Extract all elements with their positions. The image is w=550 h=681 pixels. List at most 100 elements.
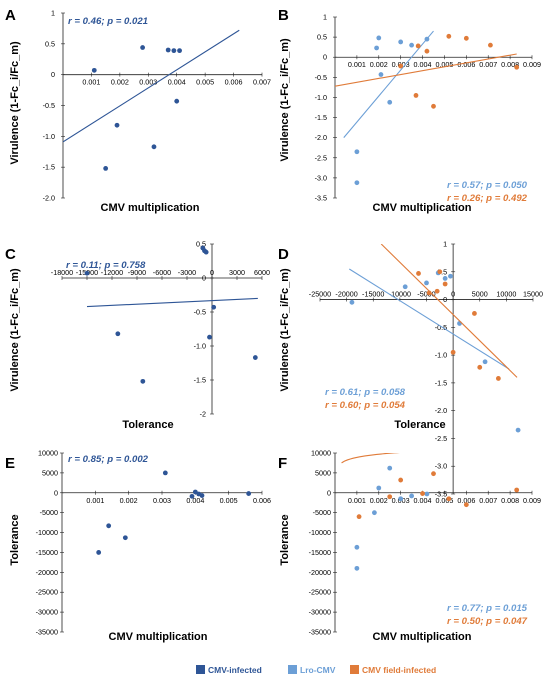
y-tick-label: -25000 bbox=[309, 588, 331, 597]
y-tick-label: -10000 bbox=[36, 528, 58, 537]
series-cmv-infected bbox=[63, 29, 240, 171]
data-point bbox=[434, 288, 440, 294]
data-point bbox=[103, 166, 109, 171]
y-tick-label: -3.5 bbox=[435, 490, 447, 499]
data-point bbox=[354, 180, 360, 186]
x-axis-title: Tolerance bbox=[394, 419, 445, 431]
y-tick-label: -2.5 bbox=[315, 153, 327, 162]
panel-letter: B bbox=[278, 7, 289, 24]
x-tick-label: 0.007 bbox=[479, 496, 497, 505]
series-lro-cmv bbox=[343, 30, 434, 186]
x-tick-label: -12000 bbox=[101, 268, 123, 277]
x-tick-label: 5000 bbox=[472, 290, 488, 299]
y-tick-label: -2.0 bbox=[43, 194, 55, 203]
data-point bbox=[514, 64, 520, 70]
y-tick-label: -15000 bbox=[309, 548, 331, 557]
x-tick-label: 0.004 bbox=[414, 496, 432, 505]
panel-a: A 0.001 0.002 0.003 0.004 0.005 0.006 0.007 -2.0… bbox=[5, 7, 271, 214]
y-tick-label: 0.5 bbox=[196, 240, 206, 249]
data-point bbox=[514, 487, 520, 493]
legend: CMV-infected Lro-CMV CMV field-infected bbox=[196, 665, 436, 675]
data-point bbox=[416, 271, 421, 276]
y-tick-label: -1.5 bbox=[435, 378, 447, 387]
data-point bbox=[450, 349, 456, 355]
data-point bbox=[495, 376, 501, 381]
y-tick-label: -15000 bbox=[36, 548, 58, 557]
y-tick-label: 1 bbox=[323, 13, 327, 22]
y-tick-label: -1.0 bbox=[315, 93, 327, 102]
data-point bbox=[378, 72, 384, 77]
data-point bbox=[189, 493, 195, 499]
y-tick-label: -20000 bbox=[309, 568, 331, 577]
y-tick-label: -3.5 bbox=[315, 194, 327, 203]
stat-label: r = 0.26; p = 0.492 bbox=[447, 193, 528, 204]
y-tick-label: 0 bbox=[327, 488, 331, 497]
x-tick-label: 0 bbox=[451, 290, 455, 299]
x-tick-label: 0.003 bbox=[153, 496, 171, 505]
panel-letter: C bbox=[5, 246, 16, 263]
stat-label: r = 0.77; p = 0.015 bbox=[447, 603, 528, 614]
data-point bbox=[115, 331, 121, 337]
x-tick-label: 0.006 bbox=[253, 496, 271, 505]
panel-letter: E bbox=[5, 455, 15, 472]
y-tick-label: -1.0 bbox=[43, 132, 55, 141]
x-tick-label: -3000 bbox=[178, 268, 196, 277]
legend-swatch bbox=[350, 665, 359, 674]
x-tick-label: 0.008 bbox=[501, 496, 519, 505]
x-tick-label: 6000 bbox=[254, 268, 270, 277]
x-tick-label: -9000 bbox=[128, 268, 146, 277]
data-point bbox=[515, 427, 521, 433]
x-tick-label: 3000 bbox=[229, 268, 245, 277]
y-tick-label: 10000 bbox=[311, 449, 331, 458]
data-point bbox=[431, 471, 436, 477]
data-point bbox=[203, 249, 209, 255]
data-point bbox=[426, 290, 432, 296]
y-axis-title: Tolerance bbox=[279, 514, 291, 565]
x-axis-title: CMV multiplication bbox=[101, 202, 200, 214]
x-tick-label: 0.005 bbox=[220, 496, 238, 505]
y-axis-title: Virulence (1-Fc_i/Fc_m) bbox=[279, 38, 291, 162]
x-tick-label: -18000 bbox=[51, 268, 73, 277]
series-cmv-infected bbox=[96, 470, 252, 555]
data-point bbox=[488, 42, 493, 48]
stat-label: r = 0.11; p = 0.758 bbox=[66, 260, 146, 271]
y-tick-label: 1 bbox=[443, 240, 447, 249]
x-tick-label: 0.006 bbox=[225, 78, 243, 87]
data-point bbox=[409, 42, 415, 48]
trend-line bbox=[341, 453, 400, 464]
x-tick-label: 0.003 bbox=[139, 78, 157, 87]
trend-line bbox=[348, 268, 510, 370]
y-tick-label: -3.0 bbox=[315, 173, 327, 182]
y-tick-label: -1.5 bbox=[194, 376, 206, 385]
legend-swatch bbox=[288, 665, 297, 674]
data-point bbox=[151, 144, 157, 150]
data-point bbox=[354, 565, 360, 571]
data-point bbox=[415, 43, 421, 49]
y-tick-label: 0 bbox=[202, 274, 206, 283]
y-tick-label: -3.0 bbox=[435, 462, 447, 471]
y-tick-label: -30000 bbox=[309, 608, 331, 617]
series-lro-cmv bbox=[348, 268, 521, 433]
legend-swatch bbox=[196, 665, 205, 674]
data-point bbox=[402, 284, 408, 290]
x-tick-label: 0.009 bbox=[523, 496, 541, 505]
data-point bbox=[374, 45, 379, 51]
x-tick-label: 0.004 bbox=[186, 496, 204, 505]
data-point bbox=[398, 63, 404, 69]
data-point bbox=[199, 493, 205, 498]
y-axis-title: Virulence (1-Fc_i/Fc_m) bbox=[9, 41, 21, 165]
y-tick-label: -0.5 bbox=[43, 101, 55, 110]
data-point bbox=[84, 270, 90, 276]
data-point bbox=[349, 299, 355, 305]
y-tick-label: 0.5 bbox=[45, 39, 55, 48]
panel-f: F0.0010.0020.0030.0040.0050.0060.0070.00… bbox=[278, 449, 541, 644]
data-point bbox=[376, 485, 382, 491]
y-tick-label: -0.5 bbox=[435, 323, 447, 332]
data-point bbox=[114, 122, 120, 128]
data-point bbox=[356, 514, 362, 520]
y-axis-title: Virulence (1-Fc_i/Fc_m) bbox=[9, 268, 21, 392]
data-point bbox=[424, 36, 430, 42]
y-tick-label: 5000 bbox=[42, 468, 58, 477]
data-point bbox=[463, 502, 469, 508]
